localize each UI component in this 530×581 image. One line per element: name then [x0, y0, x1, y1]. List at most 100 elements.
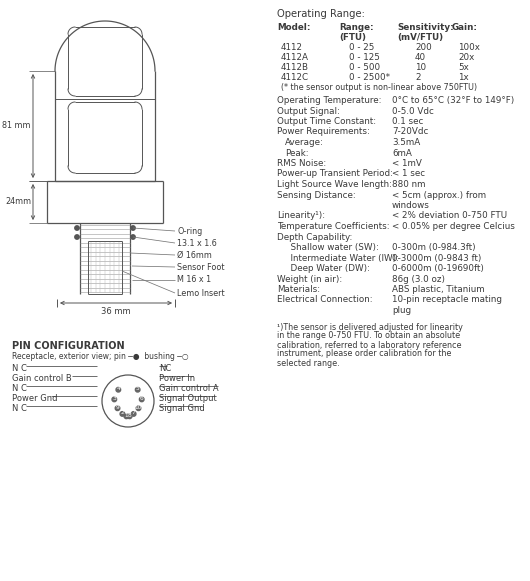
Text: 0°C to 65°C (32°F to 149°F): 0°C to 65°C (32°F to 149°F): [392, 96, 514, 105]
Text: Weight (in air):: Weight (in air):: [277, 274, 342, 284]
Text: 86g (3.0 oz): 86g (3.0 oz): [392, 274, 445, 284]
Text: Shallow water (SW):: Shallow water (SW):: [285, 243, 379, 252]
Text: 4112C: 4112C: [281, 73, 309, 82]
Text: 2: 2: [120, 410, 124, 415]
Text: Power In: Power In: [159, 374, 195, 383]
Text: Power Requirements:: Power Requirements:: [277, 127, 370, 137]
Circle shape: [75, 235, 79, 239]
Circle shape: [115, 406, 120, 411]
Circle shape: [116, 388, 121, 392]
Text: PIN CONFIGURATION: PIN CONFIGURATION: [12, 341, 125, 351]
Text: 5x: 5x: [458, 63, 469, 72]
Text: calibration, referred to a laboratory reference: calibration, referred to a laboratory re…: [277, 340, 462, 350]
Text: 24mm: 24mm: [5, 198, 31, 206]
Text: < 0.05% per degree Celcius: < 0.05% per degree Celcius: [392, 222, 515, 231]
Text: Operating Temperature:: Operating Temperature:: [277, 96, 382, 105]
Text: 3.5mA: 3.5mA: [392, 138, 420, 147]
Text: 10: 10: [415, 63, 426, 72]
Text: (* the sensor output is non-linear above 750FTU): (* the sensor output is non-linear above…: [281, 83, 477, 92]
Text: N C: N C: [12, 384, 27, 393]
Text: 7: 7: [132, 410, 136, 415]
Text: Model:: Model:: [277, 23, 311, 32]
Text: N C: N C: [12, 364, 27, 373]
Text: plug: plug: [392, 306, 411, 315]
Text: Ø 16mm: Ø 16mm: [177, 250, 212, 260]
Text: O-ring: O-ring: [177, 227, 202, 235]
Text: 0 - 2500*: 0 - 2500*: [349, 73, 390, 82]
Text: 36 mm: 36 mm: [101, 307, 131, 316]
Text: M 16 x 1: M 16 x 1: [177, 275, 211, 285]
Text: RMS Noise:: RMS Noise:: [277, 159, 326, 168]
Text: < 5cm (approx.) from: < 5cm (approx.) from: [392, 191, 486, 199]
Text: 6mA: 6mA: [392, 149, 412, 157]
Text: Linearity¹):: Linearity¹):: [277, 211, 325, 221]
Text: 6: 6: [140, 396, 144, 401]
Text: instrument, please order calibration for the: instrument, please order calibration for…: [277, 350, 452, 358]
Text: Power Gnd: Power Gnd: [12, 394, 57, 403]
Text: Signal Output: Signal Output: [159, 394, 217, 403]
Text: 4112A: 4112A: [281, 53, 309, 62]
Text: Lemo Insert: Lemo Insert: [177, 289, 225, 297]
Circle shape: [131, 235, 135, 239]
Text: < 1 sec: < 1 sec: [392, 170, 425, 178]
Text: ABS plastic, Titanium: ABS plastic, Titanium: [392, 285, 484, 294]
Text: 20x: 20x: [458, 53, 474, 62]
Circle shape: [139, 397, 144, 401]
Text: Average:: Average:: [285, 138, 324, 147]
Circle shape: [127, 414, 132, 419]
Text: N C: N C: [12, 404, 27, 413]
Text: 0-3000m (0-9843 ft): 0-3000m (0-9843 ft): [392, 253, 481, 263]
Text: 0 - 25: 0 - 25: [349, 43, 374, 52]
Text: Sensitivity:: Sensitivity:: [397, 23, 454, 32]
Text: 0 - 125: 0 - 125: [349, 53, 380, 62]
Text: Light Source Wave length:: Light Source Wave length:: [277, 180, 392, 189]
Text: Output Time Constant:: Output Time Constant:: [277, 117, 376, 126]
Text: Power-up Transient Period:: Power-up Transient Period:: [277, 170, 393, 178]
Text: (mV/FTU): (mV/FTU): [397, 33, 443, 42]
Text: Operating Range:: Operating Range:: [277, 9, 365, 19]
Text: 200: 200: [415, 43, 432, 52]
Circle shape: [112, 397, 117, 401]
Text: < 2% deviation 0-750 FTU: < 2% deviation 0-750 FTU: [392, 211, 507, 221]
Circle shape: [131, 411, 136, 416]
Text: 4112B: 4112B: [281, 63, 309, 72]
Text: 1: 1: [125, 413, 128, 418]
Text: Gain control B: Gain control B: [12, 374, 72, 383]
Text: Electrical Connection:: Electrical Connection:: [277, 296, 373, 304]
Text: 100x: 100x: [458, 43, 480, 52]
Text: Materials:: Materials:: [277, 285, 320, 294]
Text: ¹)The sensor is delivered adjusted for linearity: ¹)The sensor is delivered adjusted for l…: [277, 322, 463, 332]
Circle shape: [135, 388, 140, 392]
Text: 880 nm: 880 nm: [392, 180, 426, 189]
Text: Deep Water (DW):: Deep Water (DW):: [285, 264, 370, 273]
Text: Gain:: Gain:: [452, 23, 478, 32]
Text: < 1mV: < 1mV: [392, 159, 422, 168]
Text: 3: 3: [112, 396, 116, 401]
Text: 10: 10: [135, 405, 142, 410]
Text: 13.1 x 1.6: 13.1 x 1.6: [177, 238, 217, 248]
Circle shape: [136, 406, 141, 411]
Text: 5: 5: [136, 386, 139, 391]
Text: Range:: Range:: [339, 23, 374, 32]
Text: Output Signal:: Output Signal:: [277, 106, 340, 116]
Text: 8: 8: [128, 413, 131, 418]
Text: 0-6000m (0-19690ft): 0-6000m (0-19690ft): [392, 264, 484, 273]
Text: 4: 4: [117, 386, 120, 391]
Text: 10-pin receptacle mating: 10-pin receptacle mating: [392, 296, 502, 304]
Text: 7-20Vdc: 7-20Vdc: [392, 127, 428, 137]
Text: Depth Capability:: Depth Capability:: [277, 232, 352, 242]
Text: 9: 9: [116, 405, 119, 410]
Text: 0-300m (0-984.3ft): 0-300m (0-984.3ft): [392, 243, 475, 252]
Text: selected range.: selected range.: [277, 358, 340, 368]
Circle shape: [75, 226, 79, 230]
Text: (FTU): (FTU): [339, 33, 366, 42]
Text: Gain control A: Gain control A: [159, 384, 218, 393]
Text: Receptacle, exterior view; pin ─●  bushing ─○: Receptacle, exterior view; pin ─● bushin…: [12, 352, 189, 361]
Text: NC: NC: [159, 364, 171, 373]
Circle shape: [120, 411, 125, 416]
Text: in the range 0-750 FTU. To obtain an absolute: in the range 0-750 FTU. To obtain an abs…: [277, 332, 460, 340]
Text: Intermediate Water (IW):: Intermediate Water (IW):: [285, 253, 399, 263]
Circle shape: [131, 226, 135, 230]
Text: 2: 2: [415, 73, 420, 82]
Text: 40: 40: [415, 53, 426, 62]
